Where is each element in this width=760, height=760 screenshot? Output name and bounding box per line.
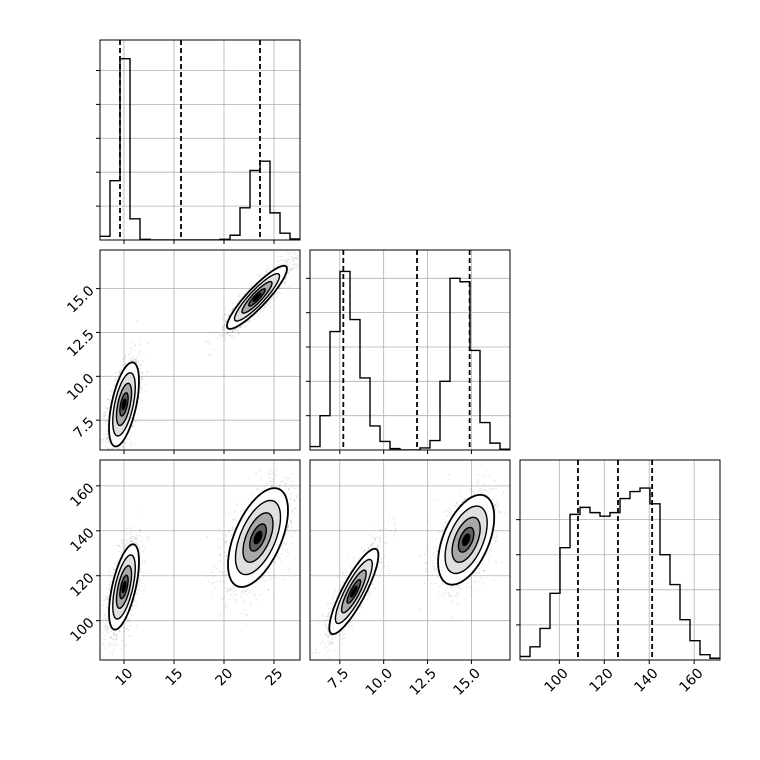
x-tick-label: 10.0 [363, 665, 396, 698]
x-tick-label: 10 [113, 665, 137, 689]
density-frame [309, 459, 511, 661]
density-panel-2 [309, 459, 511, 664]
y-tick-label: 100 [67, 615, 97, 645]
hist-frame [309, 249, 511, 451]
contour-level-0-4 [121, 398, 127, 411]
y-tick-label: 140 [67, 525, 97, 555]
contour-level-0-4 [350, 585, 358, 598]
hist-step-line [520, 487, 720, 659]
hist-panel-2 [516, 459, 721, 664]
hist-step-line [310, 270, 510, 450]
contour-level-0-4 [121, 580, 127, 593]
x-tick-label: 100 [542, 665, 572, 695]
x-tick-label: 15.0 [450, 665, 483, 698]
density-panel-0 [96, 249, 301, 454]
y-tick-label: 10.0 [64, 371, 97, 404]
y-tick-label: 7.5 [71, 415, 98, 442]
contour-level-1-4 [253, 530, 263, 545]
x-tick-label: 7.5 [325, 665, 352, 692]
density-content [100, 251, 300, 450]
y-tick-label: 15.0 [64, 283, 97, 316]
hist-panel-1 [306, 249, 511, 454]
density-frame [99, 459, 301, 661]
x-tick-label: 12.5 [407, 665, 440, 698]
x-tick-label: 120 [586, 665, 616, 695]
density-frame [99, 249, 301, 451]
hist-frame [99, 39, 301, 241]
x-tick-label: 20 [213, 665, 237, 689]
y-tick-label: 160 [67, 480, 97, 510]
density-content [310, 463, 509, 659]
y-tick-label: 12.5 [64, 327, 97, 360]
y-tick-label: 120 [67, 570, 97, 600]
x-tick-label: 15 [163, 665, 187, 689]
density-content [100, 460, 300, 659]
x-tick-label: 160 [676, 665, 706, 695]
x-tick-label: 25 [263, 665, 287, 689]
x-tick-label: 140 [631, 665, 661, 695]
hist-frame [519, 459, 721, 661]
contour-level-1-4 [252, 292, 262, 302]
hist-step-line [100, 57, 300, 240]
hist-panel-0 [96, 39, 301, 244]
contour-level-1-4 [461, 533, 471, 547]
density-panel-1 [96, 459, 301, 664]
